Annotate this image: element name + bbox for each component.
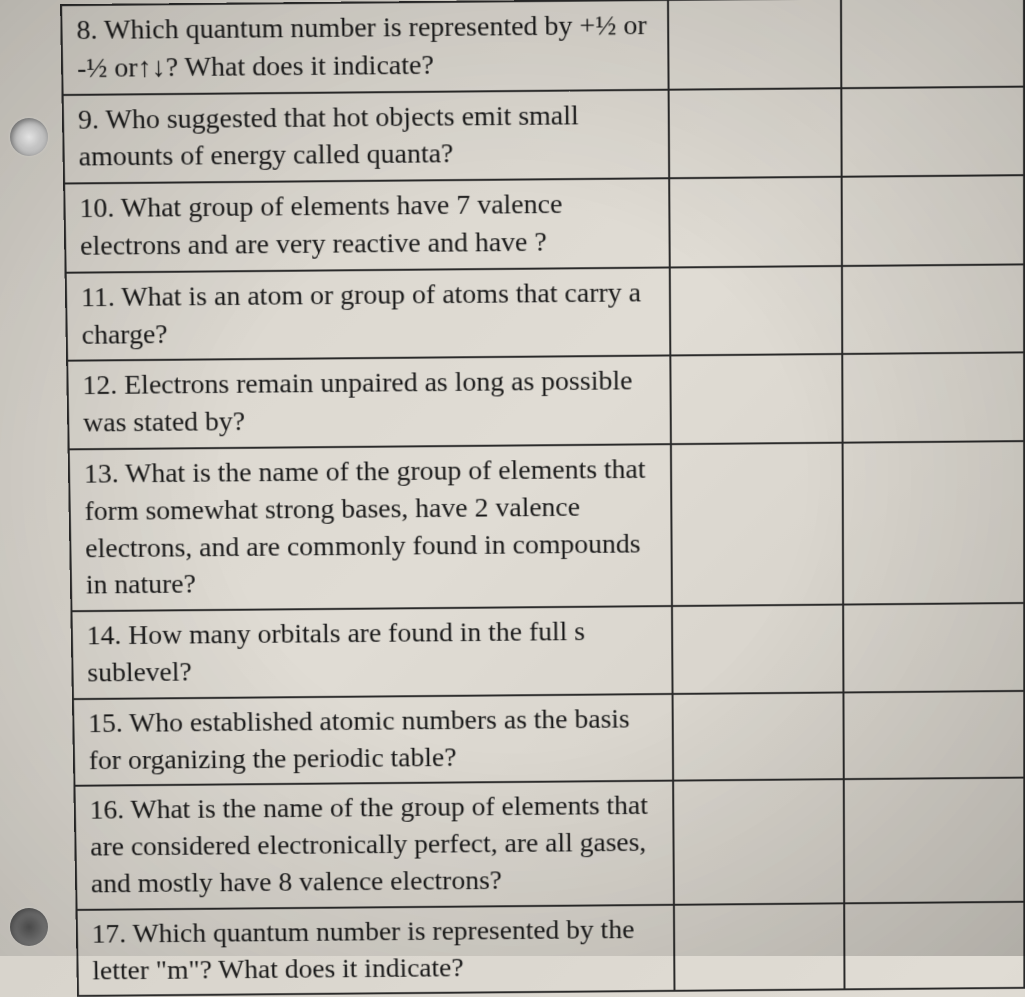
paper-hole-punch-bottom bbox=[10, 908, 48, 946]
answer-cell-1 bbox=[668, 88, 841, 179]
table-body: 8. Which quantum number is represented b… bbox=[61, 0, 1024, 996]
table-row: 14. How many orbitals are found in the f… bbox=[71, 603, 1024, 699]
table-row: 10. What group of elements have 7 valenc… bbox=[64, 175, 1024, 272]
table-row: 9. Who suggested that hot objects emit s… bbox=[63, 86, 1024, 183]
answer-cell-1 bbox=[674, 903, 845, 991]
answer-cell-1 bbox=[671, 443, 844, 607]
table-row: 17. Which quantum number is represented … bbox=[77, 902, 1025, 997]
answer-cell-2 bbox=[841, 0, 1024, 88]
table-row: 12. Electrons remain unpaired as long as… bbox=[67, 353, 1024, 450]
answer-cell-1 bbox=[668, 0, 842, 89]
answer-cell-1 bbox=[672, 605, 844, 694]
answer-cell-2 bbox=[844, 778, 1025, 903]
question-cell: 16. What is the name of the group of ele… bbox=[74, 781, 673, 910]
answer-cell-1 bbox=[669, 266, 842, 356]
answer-cell-2 bbox=[842, 175, 1024, 265]
answer-cell-1 bbox=[672, 692, 844, 781]
answer-cell-2 bbox=[841, 86, 1024, 177]
answer-cell-1 bbox=[673, 779, 844, 904]
question-cell: 9. Who suggested that hot objects emit s… bbox=[63, 89, 669, 183]
answer-cell-2 bbox=[844, 902, 1024, 990]
table-row: 15. Who established atomic numbers as th… bbox=[73, 691, 1024, 786]
answer-cell-2 bbox=[842, 264, 1024, 354]
paper-hole-punch-top bbox=[10, 118, 48, 156]
worksheet-page: 8. Which quantum number is represented b… bbox=[60, 0, 1025, 944]
question-cell: 8. Which quantum number is represented b… bbox=[61, 0, 668, 95]
answer-cell-1 bbox=[670, 354, 843, 444]
question-cell: 13. What is the name of the group of ele… bbox=[69, 444, 672, 611]
question-cell: 15. Who established atomic numbers as th… bbox=[73, 694, 673, 786]
table-row: 16. What is the name of the group of ele… bbox=[74, 778, 1024, 910]
questions-table: 8. Which quantum number is represented b… bbox=[60, 0, 1025, 997]
table-row: 8. Which quantum number is represented b… bbox=[61, 0, 1024, 95]
answer-cell-2 bbox=[842, 353, 1024, 443]
table-row: 11. What is an atom or group of atoms th… bbox=[66, 264, 1024, 361]
answer-cell-1 bbox=[669, 177, 842, 267]
question-cell: 11. What is an atom or group of atoms th… bbox=[66, 267, 670, 361]
answer-cell-2 bbox=[843, 603, 1024, 692]
answer-cell-2 bbox=[843, 691, 1024, 780]
question-cell: 12. Electrons remain unpaired as long as… bbox=[67, 356, 670, 449]
table-row: 13. What is the name of the group of ele… bbox=[69, 441, 1025, 611]
question-cell: 17. Which quantum number is represented … bbox=[77, 905, 675, 997]
answer-cell-2 bbox=[843, 441, 1025, 605]
question-cell: 14. How many orbitals are found in the f… bbox=[71, 606, 672, 699]
question-cell: 10. What group of elements have 7 valenc… bbox=[64, 178, 669, 272]
